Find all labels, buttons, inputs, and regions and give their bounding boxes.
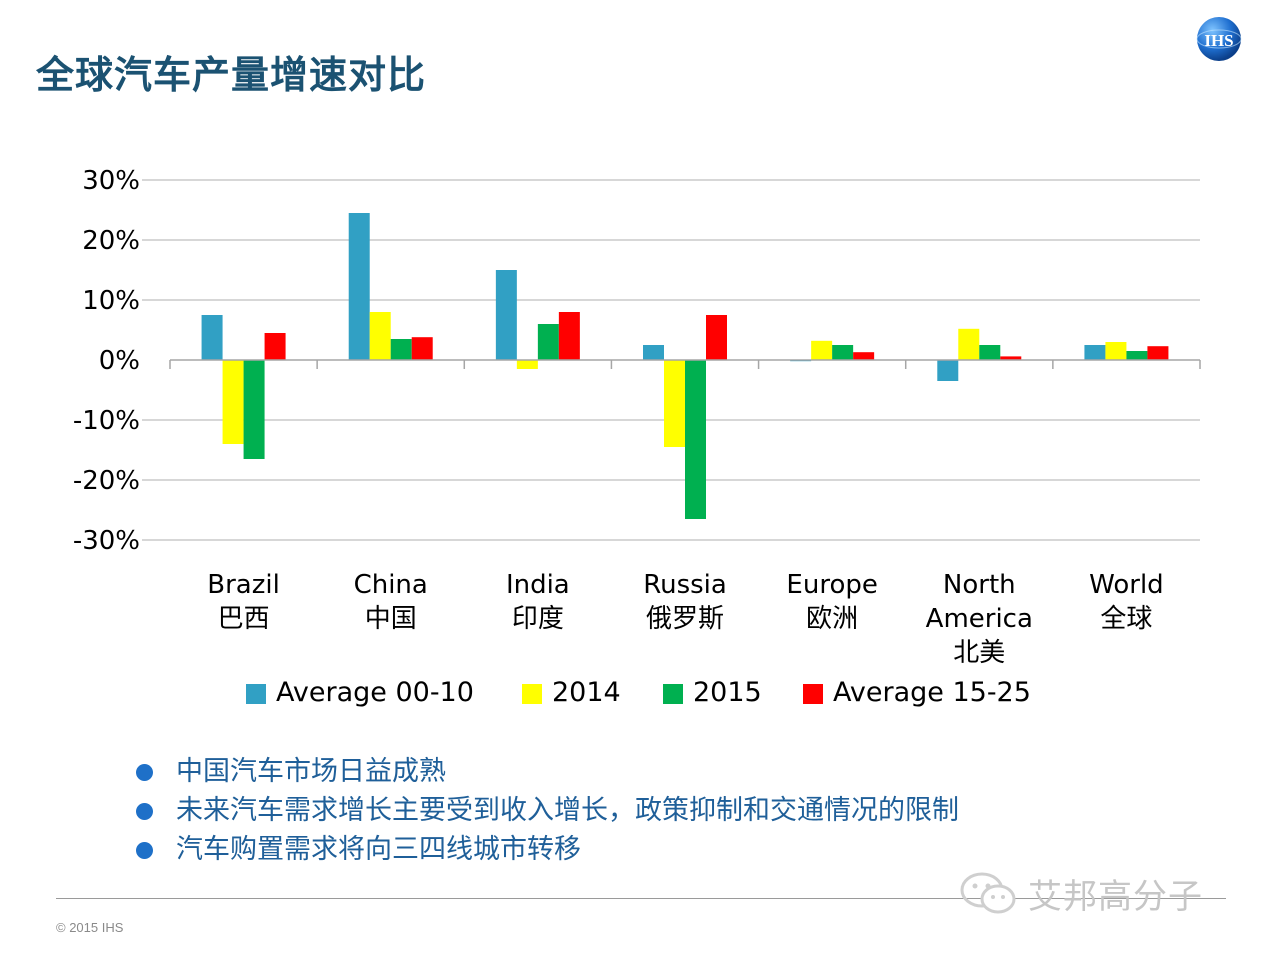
category-label: 中国: [365, 604, 417, 634]
x-axis: [169, 359, 1201, 369]
bar: [537, 324, 559, 360]
legend-label: 2015: [693, 677, 762, 708]
footer-divider: [56, 898, 1226, 899]
y-tick-label: 0%: [99, 346, 140, 376]
bullet-item: 未来汽车需求增长主要受到收入增长，政策抑制和交通情况的限制: [136, 791, 959, 830]
category-label: China: [354, 570, 428, 600]
bar: [411, 337, 433, 360]
ihs-logo-text: IHS: [1204, 31, 1233, 50]
category-label: Europe: [786, 570, 877, 600]
chart-legend: Average 00-10 2014 2015 Average 15-25: [246, 677, 1031, 708]
category-label: North: [943, 570, 1016, 600]
legend-swatch: [803, 684, 823, 704]
bar: [558, 312, 580, 360]
bullet-item: 中国汽车市场日益成熟: [136, 752, 959, 791]
legend-swatch: [522, 684, 542, 704]
watermark-text: 艾邦高分子: [1028, 876, 1203, 917]
chart-bars: [201, 213, 1169, 519]
legend-label: Average 00-10: [276, 677, 474, 708]
ihs-logo: IHS: [1196, 16, 1242, 62]
bar: [811, 340, 833, 360]
bar: [832, 345, 854, 360]
category-label: 欧洲: [806, 604, 858, 634]
watermark: 艾邦高分子: [958, 868, 1203, 918]
bar: [348, 213, 370, 360]
bar: [516, 360, 538, 369]
bar: [390, 339, 412, 360]
bar: [643, 345, 664, 360]
bar: [979, 345, 1001, 360]
category-label: 全球: [1100, 604, 1152, 634]
y-tick-label: 10%: [82, 286, 140, 316]
bar: [243, 360, 265, 459]
bar: [1084, 345, 1106, 360]
bar: [853, 352, 875, 360]
y-tick-label: 30%: [82, 166, 140, 196]
y-axis-tick-labels: 30% 20% 10% 0% -10% -20% -30%: [73, 166, 140, 556]
copyright-text: © 2015 IHS: [56, 920, 124, 935]
category-label: Brazil: [207, 570, 280, 600]
bar: [958, 328, 980, 360]
category-label: 北美: [953, 638, 1005, 668]
y-tick-label: -30%: [73, 526, 140, 556]
bullet-text: 未来汽车需求增长主要受到收入增长，政策抑制和交通情况的限制: [176, 795, 959, 826]
bar: [706, 315, 727, 360]
bar: [369, 312, 391, 360]
bullet-list: 中国汽车市场日益成熟 未来汽车需求增长主要受到收入增长，政策抑制和交通情况的限制…: [136, 752, 959, 869]
ihs-globe-icon: IHS: [1196, 17, 1242, 61]
bar: [201, 315, 223, 360]
bullet-item: 汽车购置需求将向三四线城市转移: [136, 830, 959, 869]
category-label: 巴西: [218, 604, 270, 634]
legend-swatch: [663, 684, 683, 704]
bar: [222, 360, 244, 444]
bar: [1147, 346, 1169, 360]
bar: [685, 360, 706, 519]
bullet-dot-icon: [136, 803, 153, 820]
bar: [1000, 356, 1022, 360]
category-label: 印度: [512, 604, 564, 634]
legend-label: Average 15-25: [833, 677, 1031, 708]
bar: [937, 360, 959, 381]
category-label: Russia: [643, 570, 727, 600]
y-tick-label: -20%: [73, 466, 140, 496]
wechat-icon: [960, 872, 1016, 914]
y-tick-label: 20%: [82, 226, 140, 256]
bar: [264, 333, 286, 360]
y-tick-label: -10%: [73, 406, 140, 436]
x-axis-category-labels: Brazil 巴西 China 中国 India 印度 Russia 俄罗斯 Europe 欧洲 N…: [207, 570, 1163, 668]
legend-swatch: [246, 684, 266, 704]
bar: [1126, 351, 1148, 360]
bullet-text: 中国汽车市场日益成熟: [176, 756, 446, 787]
legend-label: 2014: [552, 677, 621, 708]
bar: [1105, 342, 1127, 360]
category-label: 俄罗斯: [646, 604, 724, 634]
bullet-dot-icon: [136, 842, 153, 859]
category-label: America: [926, 604, 1033, 634]
bar: [495, 270, 517, 360]
bullet-dot-icon: [136, 764, 153, 781]
bullet-text: 汽车购置需求将向三四线城市转移: [176, 834, 581, 865]
slide-title: 全球汽车产量增速对比: [36, 53, 427, 97]
category-label: World: [1089, 570, 1164, 600]
bar: [664, 360, 685, 447]
category-label: India: [506, 570, 570, 600]
